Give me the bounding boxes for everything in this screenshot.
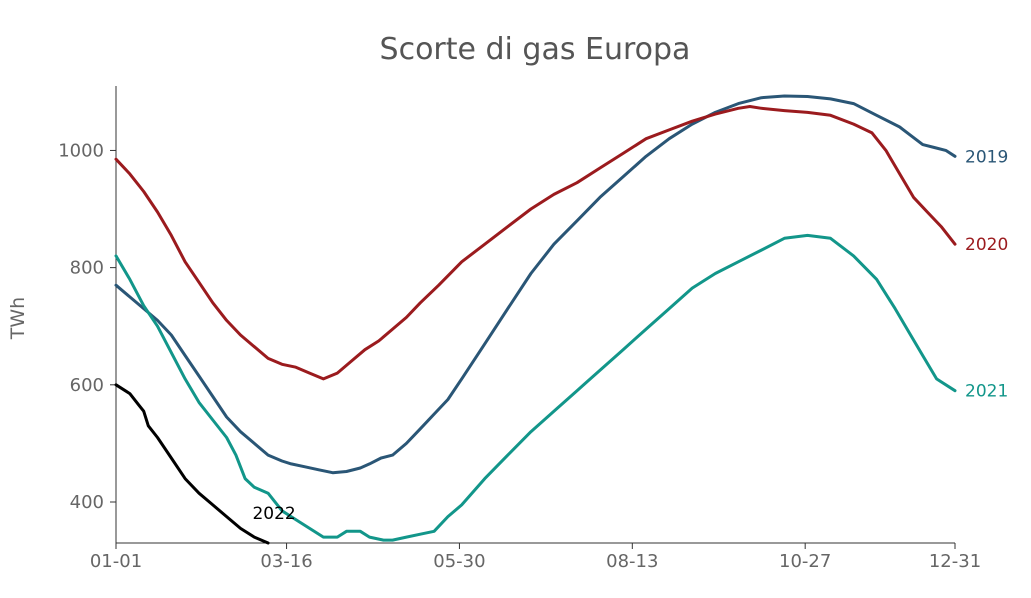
y-tick-label: 600: [70, 375, 104, 396]
plot-area: 400 600 800 1000 01-01 03-16 05-30 08-13 10-27 12…: [58, 86, 1008, 572]
y-axis-title: TWh: [7, 297, 29, 340]
x-tick-label: 08-13: [606, 551, 658, 572]
series-line-2019: [114, 94, 957, 475]
x-tick-label: 05-30: [433, 551, 485, 572]
y-tick-label: 800: [70, 258, 104, 279]
x-tick-label: 01-01: [90, 551, 142, 572]
x-tick-label: 12-31: [929, 551, 981, 572]
series-label-2019: 2019: [965, 147, 1008, 167]
y-tick-label: 1000: [58, 140, 104, 161]
series-line-2021: [114, 233, 957, 542]
x-tick-label: 10-27: [779, 551, 831, 572]
series-label-2021: 2021: [965, 382, 1008, 402]
series-label-2022: 2022: [252, 504, 295, 524]
y-tick-label: 400: [70, 492, 104, 513]
chart-title: Scorte di gas Europa: [380, 32, 691, 67]
x-tick-label: 03-16: [260, 551, 312, 572]
series-line-2022: [114, 383, 270, 545]
series-label-2020: 2020: [965, 235, 1008, 255]
series-line-2020: [114, 105, 957, 381]
